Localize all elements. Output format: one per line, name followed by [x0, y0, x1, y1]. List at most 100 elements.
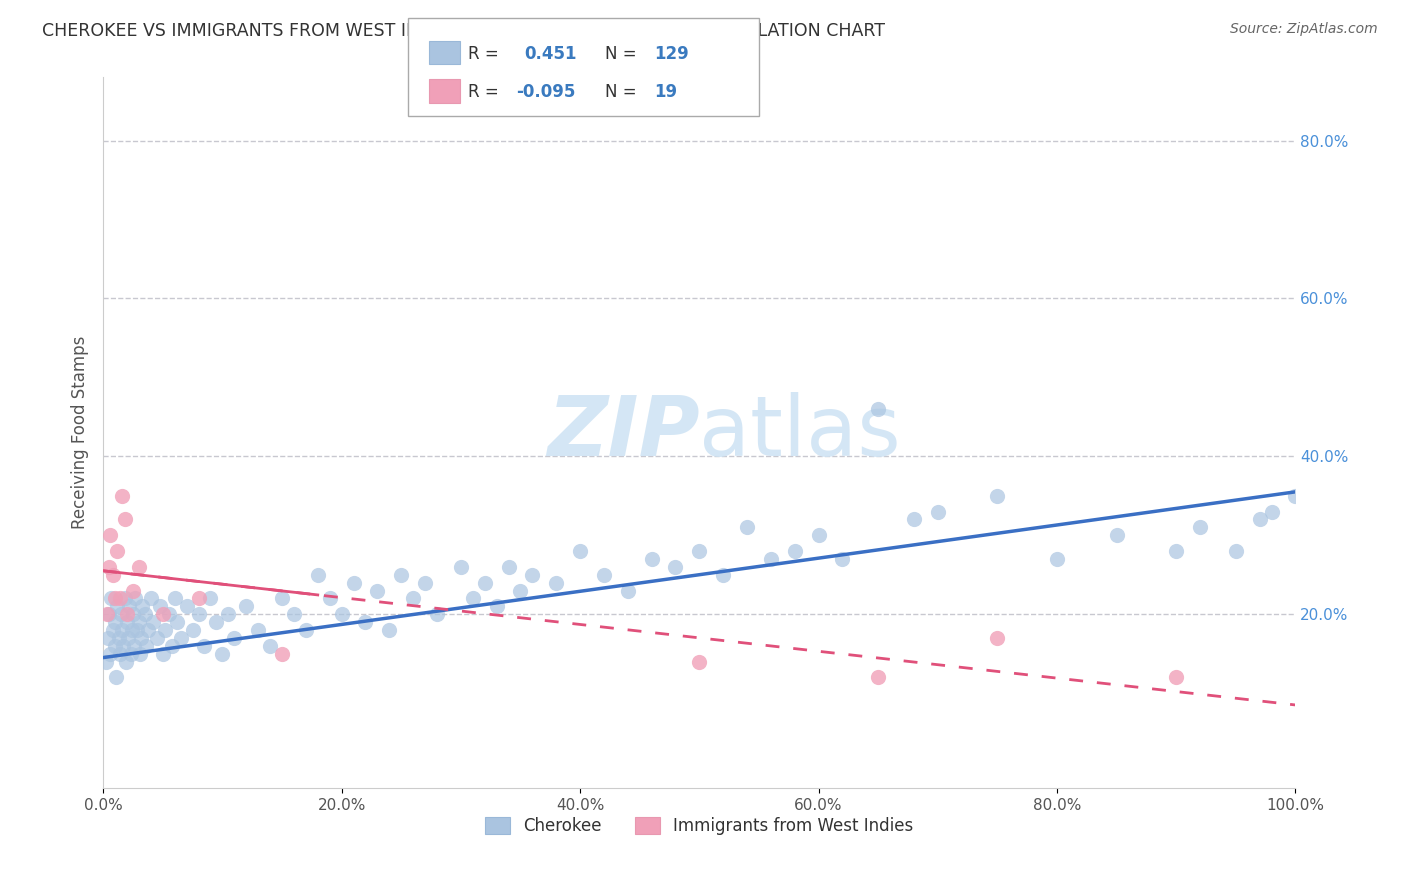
- Point: [342, 575, 364, 590]
- Text: ZIP: ZIP: [547, 392, 699, 473]
- Point: [593, 567, 616, 582]
- Point: [166, 615, 188, 629]
- Point: [142, 615, 165, 629]
- Point: [903, 512, 925, 526]
- Point: [640, 552, 662, 566]
- Point: [98, 647, 121, 661]
- Point: [474, 575, 496, 590]
- Point: [131, 599, 153, 614]
- Point: [522, 567, 544, 582]
- Point: [509, 583, 531, 598]
- Point: [108, 591, 131, 606]
- Point: [129, 631, 152, 645]
- Point: [157, 607, 180, 622]
- Point: [389, 567, 412, 582]
- Point: [259, 639, 281, 653]
- Point: [330, 607, 353, 622]
- Point: [868, 401, 890, 416]
- Point: [110, 607, 132, 622]
- Point: [1260, 505, 1282, 519]
- Text: 0.451: 0.451: [524, 45, 576, 62]
- Point: [125, 623, 148, 637]
- Text: CHEROKEE VS IMMIGRANTS FROM WEST INDIES RECEIVING FOOD STAMPS CORRELATION CHART: CHEROKEE VS IMMIGRANTS FROM WEST INDIES …: [42, 22, 886, 40]
- Point: [152, 607, 174, 622]
- Point: [152, 647, 174, 661]
- Point: [107, 631, 129, 645]
- Point: [378, 623, 401, 637]
- Text: -0.095: -0.095: [516, 83, 575, 101]
- Point: [402, 591, 425, 606]
- Point: [1166, 670, 1188, 684]
- Point: [104, 591, 127, 606]
- Point: [1046, 552, 1069, 566]
- Point: [450, 559, 472, 574]
- Point: [283, 607, 305, 622]
- Point: [129, 647, 152, 661]
- Point: [153, 623, 176, 637]
- Point: [149, 599, 172, 614]
- Point: [205, 615, 228, 629]
- Point: [217, 607, 239, 622]
- Point: [122, 583, 145, 598]
- Text: Source: ZipAtlas.com: Source: ZipAtlas.com: [1230, 22, 1378, 37]
- Point: [271, 591, 294, 606]
- Point: [354, 615, 377, 629]
- Point: [121, 623, 143, 637]
- Point: [783, 544, 806, 558]
- Point: [128, 559, 150, 574]
- Point: [271, 647, 294, 661]
- Text: atlas: atlas: [699, 392, 901, 473]
- Point: [134, 607, 156, 622]
- Point: [112, 639, 135, 653]
- Point: [1189, 520, 1212, 534]
- Point: [104, 639, 127, 653]
- Point: [247, 623, 270, 637]
- Point: [117, 631, 139, 645]
- Text: R =: R =: [468, 45, 499, 62]
- Point: [138, 623, 160, 637]
- Point: [986, 489, 1008, 503]
- Point: [868, 670, 890, 684]
- Point: [97, 631, 120, 645]
- Point: [104, 615, 127, 629]
- Text: N =: N =: [605, 45, 636, 62]
- Point: [94, 655, 117, 669]
- Point: [105, 670, 128, 684]
- Point: [224, 631, 246, 645]
- Point: [569, 544, 592, 558]
- Point: [366, 583, 388, 598]
- Point: [1249, 512, 1271, 526]
- Text: R =: R =: [468, 83, 499, 101]
- Text: 19: 19: [654, 83, 676, 101]
- Legend: Cherokee, Immigrants from West Indies: Cherokee, Immigrants from West Indies: [477, 809, 922, 844]
- Point: [122, 607, 145, 622]
- Point: [235, 599, 257, 614]
- Point: [163, 591, 186, 606]
- Point: [98, 607, 121, 622]
- Point: [200, 591, 222, 606]
- Point: [101, 567, 124, 582]
- Point: [485, 599, 508, 614]
- Point: [122, 639, 145, 653]
- Point: [107, 599, 129, 614]
- Point: [128, 615, 150, 629]
- Point: [108, 647, 131, 661]
- Point: [546, 575, 568, 590]
- Point: [98, 528, 121, 542]
- Point: [107, 544, 129, 558]
- Point: [1166, 544, 1188, 558]
- Point: [986, 631, 1008, 645]
- Point: [114, 512, 136, 526]
- Point: [831, 552, 853, 566]
- Point: [211, 647, 233, 661]
- Point: [711, 567, 734, 582]
- Point: [187, 591, 209, 606]
- Point: [115, 607, 138, 622]
- Point: [1225, 544, 1247, 558]
- Point: [176, 599, 198, 614]
- Point: [498, 559, 520, 574]
- Point: [927, 505, 949, 519]
- Point: [181, 623, 204, 637]
- Point: [111, 489, 134, 503]
- Point: [461, 591, 484, 606]
